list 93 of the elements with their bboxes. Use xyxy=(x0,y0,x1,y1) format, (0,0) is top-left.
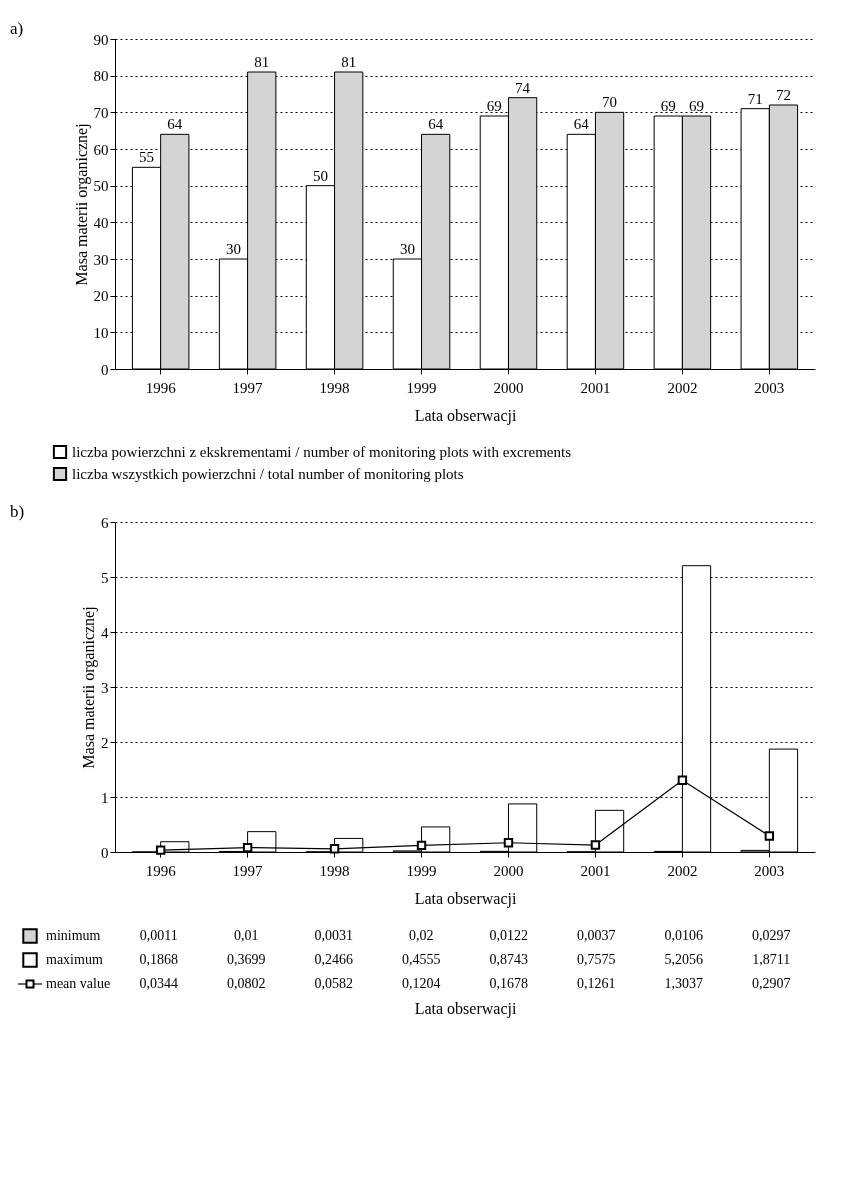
y-tick-label: 0 xyxy=(101,844,109,861)
data-label: 0,2907 xyxy=(752,976,791,991)
data-label: 0,02 xyxy=(409,928,434,943)
data-label: 30 xyxy=(225,241,241,257)
y-tick-label: 10 xyxy=(93,324,109,341)
data-label: 55 xyxy=(139,149,155,166)
x-axis-title: Lata obserwacji xyxy=(414,889,517,908)
x-tick-label: 2001 xyxy=(580,379,611,396)
data-label: 0,0802 xyxy=(227,976,266,991)
text: Lata obserwacji xyxy=(414,999,517,1017)
data-label: 0,8743 xyxy=(489,952,528,967)
data-label: 0,0122 xyxy=(489,928,528,943)
x-tick-label: 2003 xyxy=(754,862,785,879)
y-tick-label: 60 xyxy=(93,141,109,158)
point xyxy=(590,840,601,850)
text: a) xyxy=(10,19,24,38)
x-tick-label: 2000 xyxy=(493,379,524,396)
x-tick-label: 2002 xyxy=(667,862,698,879)
y-tick-label: 5 xyxy=(101,569,109,586)
data-label: 0,7575 xyxy=(577,952,616,967)
y-tick-label: 50 xyxy=(93,178,109,195)
data-label: 0,1261 xyxy=(577,976,616,991)
x-tick-label: 1999 xyxy=(406,379,437,396)
data-label: 0,4555 xyxy=(402,952,441,967)
data-label: 81 xyxy=(341,54,357,70)
data-label: 0,0582 xyxy=(314,976,353,991)
legend-label: minimum xyxy=(46,928,101,943)
data-label: 30 xyxy=(399,241,415,257)
x-tick-label: 1998 xyxy=(319,379,350,396)
legend-label: liczba powierzchni z ekskrementami / number of monitoring plots with excrements xyxy=(72,444,572,460)
y-tick-label: 1 xyxy=(101,789,109,806)
y-tick-label: 0 xyxy=(101,361,109,378)
y-tick-label: 80 xyxy=(93,68,109,85)
legend-label: mean value xyxy=(46,976,111,991)
data-label: 69 xyxy=(689,98,705,114)
data-label: 0,0037 xyxy=(577,928,616,943)
legend-label: liczba wszystkich powierzchni / total number of monitoring plots xyxy=(72,466,464,482)
x-tick-label: 1996 xyxy=(145,379,177,396)
y-axis-title: Masa materii organicznej xyxy=(72,123,91,286)
data-label: 0,0031 xyxy=(314,928,353,943)
x-tick-label: 1997 xyxy=(232,379,264,396)
data-label: 0,3699 xyxy=(227,952,266,967)
y-tick-label: 70 xyxy=(93,104,109,121)
y-tick-label: 4 xyxy=(101,624,109,641)
y-tick-label: 6 xyxy=(101,514,109,531)
data-label: 74 xyxy=(515,79,531,96)
data-label: 1,3037 xyxy=(664,976,703,991)
x-tick-label: 1999 xyxy=(406,862,437,879)
x-tick-label: 1996 xyxy=(145,862,177,879)
data-label: 70 xyxy=(602,94,618,111)
x-tick-label: 2000 xyxy=(493,862,524,879)
data-label: 1,8711 xyxy=(752,952,791,967)
y-tick-label: 2 xyxy=(101,734,109,751)
data-label: 0,1868 xyxy=(139,952,178,967)
legend-label: maximum xyxy=(46,952,103,967)
data-label: 81 xyxy=(254,54,270,70)
y-tick-label: 40 xyxy=(93,214,109,231)
data-label: 0,0106 xyxy=(664,928,703,943)
data-label: 64 xyxy=(167,116,183,133)
point xyxy=(329,844,340,854)
point xyxy=(416,840,427,851)
data-label: 0,1678 xyxy=(489,976,528,991)
data-label: 64 xyxy=(573,116,590,133)
text: b) xyxy=(10,502,25,521)
data-label: 69 xyxy=(660,98,676,114)
data-label: 0,2466 xyxy=(314,952,353,967)
point xyxy=(155,845,166,855)
y-axis-title: Masa materii organicznej xyxy=(80,606,98,769)
data-label: 72 xyxy=(775,87,791,103)
data-label: 0,0297 xyxy=(752,928,791,943)
point xyxy=(764,831,775,841)
data-label: 64 xyxy=(428,116,444,133)
x-tick-label: 2003 xyxy=(754,379,785,396)
point xyxy=(677,775,688,785)
data-label: 50 xyxy=(312,167,328,184)
x-tick-label: 2001 xyxy=(580,862,611,879)
y-tick-label: 3 xyxy=(101,679,109,696)
x-tick-label: 1997 xyxy=(232,862,264,879)
point xyxy=(242,842,253,853)
x-axis-title: Lata obserwacji xyxy=(414,406,517,425)
data-label: 0,0344 xyxy=(139,976,178,991)
data-label: 71 xyxy=(747,90,763,107)
y-tick-label: 90 xyxy=(93,31,109,48)
data-label: 0,0011 xyxy=(139,928,178,943)
data-label: 5,2056 xyxy=(664,952,703,967)
y-tick-label: 20 xyxy=(93,288,109,305)
x-tick-label: 1998 xyxy=(319,862,350,879)
point xyxy=(503,838,514,848)
data-label: 0,1204 xyxy=(402,976,441,991)
y-tick-label: 30 xyxy=(93,251,109,268)
data-label: 0,01 xyxy=(234,928,259,943)
x-tick-label: 2002 xyxy=(667,379,698,396)
data-label: 69 xyxy=(486,98,502,114)
